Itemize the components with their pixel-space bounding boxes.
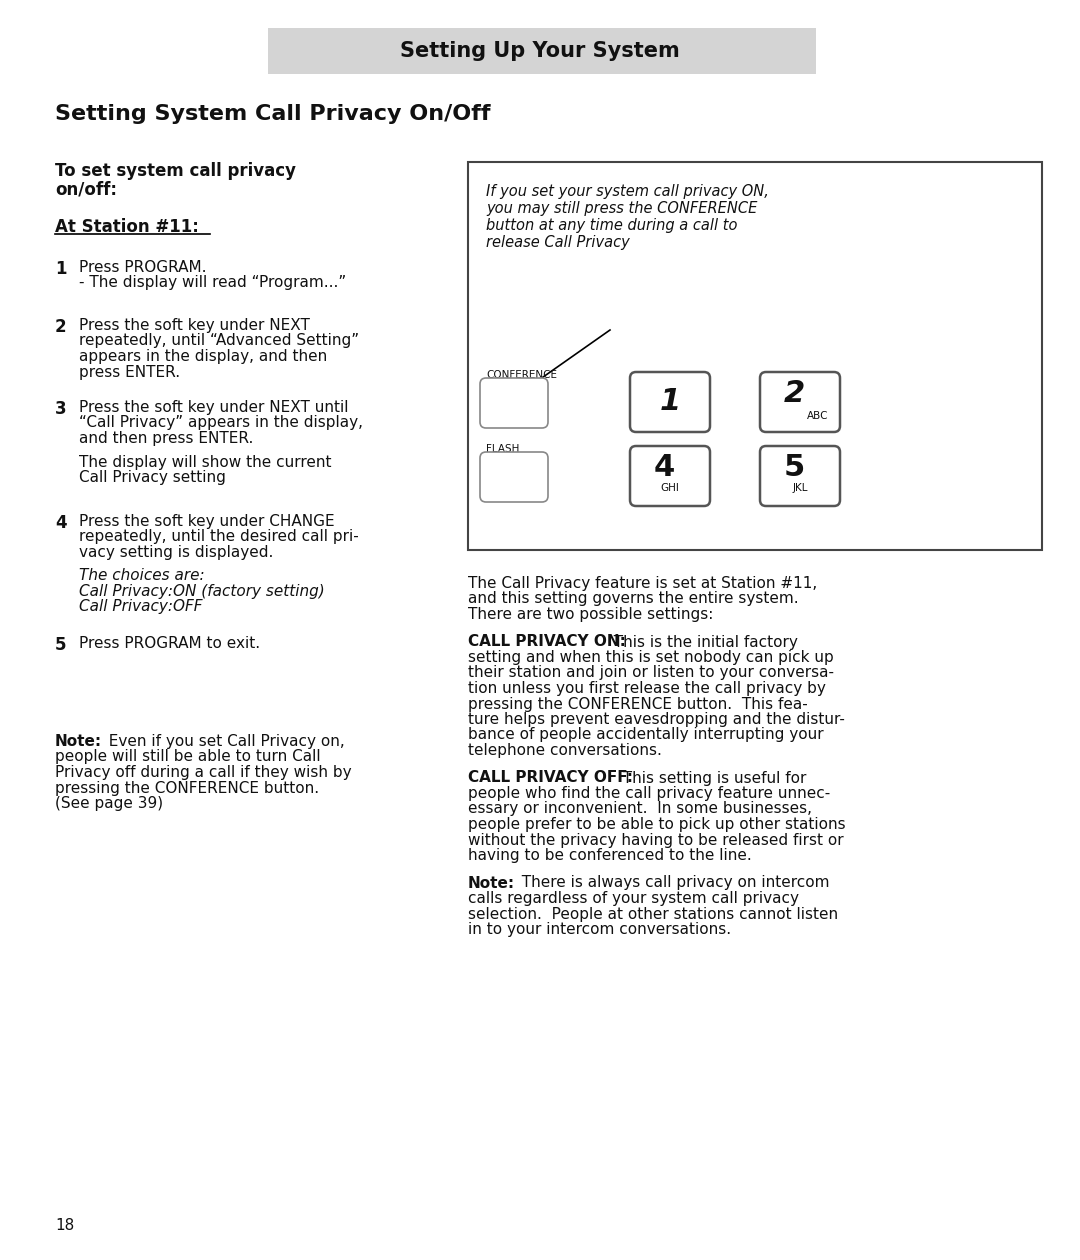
- Text: Press the soft key under NEXT until: Press the soft key under NEXT until: [79, 399, 349, 415]
- Text: and this setting governs the entire system.: and this setting governs the entire syst…: [468, 591, 798, 606]
- Text: 4: 4: [55, 514, 67, 532]
- Text: This setting is useful for: This setting is useful for: [613, 771, 807, 785]
- Text: There is always call privacy on intercom: There is always call privacy on intercom: [512, 876, 829, 891]
- Text: JKL: JKL: [793, 483, 808, 493]
- Text: 3: 3: [55, 399, 67, 418]
- Text: FLASH: FLASH: [486, 444, 519, 454]
- Text: At Station #11:: At Station #11:: [55, 218, 199, 236]
- Text: telephone conversations.: telephone conversations.: [468, 743, 662, 759]
- Text: bance of people accidentally interrupting your: bance of people accidentally interruptin…: [468, 727, 824, 742]
- Text: Call Privacy setting: Call Privacy setting: [79, 470, 226, 485]
- Text: repeatedly, until “Advanced Setting”: repeatedly, until “Advanced Setting”: [79, 334, 360, 349]
- Text: Press PROGRAM.: Press PROGRAM.: [79, 260, 206, 275]
- Text: Setting Up Your System: Setting Up Your System: [400, 42, 680, 60]
- Text: on/off:: on/off:: [55, 180, 117, 198]
- FancyBboxPatch shape: [480, 452, 548, 501]
- Text: Note:: Note:: [55, 735, 103, 748]
- Text: (See page 39): (See page 39): [55, 796, 163, 811]
- Text: release Call Privacy: release Call Privacy: [486, 236, 630, 249]
- Text: tion unless you first release the call privacy by: tion unless you first release the call p…: [468, 680, 826, 696]
- Text: without the privacy having to be released first or: without the privacy having to be release…: [468, 833, 843, 848]
- Bar: [468, 163, 1042, 551]
- Text: pressing the CONFERENCE button.  This fea-: pressing the CONFERENCE button. This fea…: [468, 697, 808, 712]
- Text: vacy setting is displayed.: vacy setting is displayed.: [79, 546, 273, 559]
- Text: having to be conferenced to the line.: having to be conferenced to the line.: [468, 848, 752, 863]
- Text: This is the initial factory: This is the initial factory: [604, 635, 798, 649]
- FancyBboxPatch shape: [630, 446, 710, 507]
- Text: people who find the call privacy feature unnec-: people who find the call privacy feature…: [468, 786, 831, 801]
- Text: - The display will read “Program...”: - The display will read “Program...”: [79, 276, 347, 291]
- Text: Setting System Call Privacy On/Off: Setting System Call Privacy On/Off: [55, 105, 490, 123]
- Text: Press the soft key under CHANGE: Press the soft key under CHANGE: [79, 514, 335, 529]
- Text: setting and when this is set nobody can pick up: setting and when this is set nobody can …: [468, 650, 834, 665]
- FancyBboxPatch shape: [760, 446, 840, 507]
- Text: selection.  People at other stations cannot listen: selection. People at other stations cann…: [468, 906, 838, 921]
- Text: CALL PRIVACY OFF:: CALL PRIVACY OFF:: [468, 771, 633, 785]
- Text: Call Privacy:OFF: Call Privacy:OFF: [79, 600, 203, 615]
- Text: The display will show the current: The display will show the current: [79, 455, 332, 470]
- Text: 5: 5: [783, 454, 805, 483]
- Text: 1: 1: [660, 388, 680, 417]
- Text: Privacy off during a call if they wish by: Privacy off during a call if they wish b…: [55, 765, 352, 780]
- Text: CALL PRIVACY ON:: CALL PRIVACY ON:: [468, 635, 626, 649]
- Text: in to your intercom conversations.: in to your intercom conversations.: [468, 922, 731, 937]
- Text: The choices are:: The choices are:: [79, 568, 204, 583]
- Bar: [268, 28, 816, 74]
- Text: 2: 2: [55, 318, 67, 336]
- Text: GHI: GHI: [661, 483, 679, 493]
- Text: There are two possible settings:: There are two possible settings:: [468, 607, 714, 622]
- Text: Press the soft key under NEXT: Press the soft key under NEXT: [79, 318, 310, 333]
- Text: pressing the CONFERENCE button.: pressing the CONFERENCE button.: [55, 780, 319, 795]
- Text: To set system call privacy: To set system call privacy: [55, 163, 296, 180]
- Text: their station and join or listen to your conversa-: their station and join or listen to your…: [468, 665, 834, 680]
- Text: repeatedly, until the desired call pri-: repeatedly, until the desired call pri-: [79, 529, 359, 544]
- Text: people prefer to be able to pick up other stations: people prefer to be able to pick up othe…: [468, 816, 846, 832]
- Text: Note:: Note:: [468, 876, 515, 891]
- Text: “Call Privacy” appears in the display,: “Call Privacy” appears in the display,: [79, 416, 363, 431]
- Text: calls regardless of your system call privacy: calls regardless of your system call pri…: [468, 891, 799, 906]
- Text: The Call Privacy feature is set at Station #11,: The Call Privacy feature is set at Stati…: [468, 576, 818, 591]
- FancyBboxPatch shape: [760, 372, 840, 432]
- Text: ture helps prevent eavesdropping and the distur-: ture helps prevent eavesdropping and the…: [468, 712, 845, 727]
- Text: CONFERENCE: CONFERENCE: [486, 370, 557, 381]
- Text: Even if you set Call Privacy on,: Even if you set Call Privacy on,: [99, 735, 345, 748]
- Text: 18: 18: [55, 1218, 75, 1234]
- FancyBboxPatch shape: [630, 372, 710, 432]
- Text: Press PROGRAM to exit.: Press PROGRAM to exit.: [79, 636, 260, 651]
- Text: 4: 4: [653, 454, 675, 483]
- Text: essary or inconvenient.  In some businesses,: essary or inconvenient. In some business…: [468, 801, 812, 816]
- Text: If you set your system call privacy ON,: If you set your system call privacy ON,: [486, 184, 769, 199]
- Text: button at any time during a call to: button at any time during a call to: [486, 218, 738, 233]
- Text: and then press ENTER.: and then press ENTER.: [79, 431, 254, 446]
- Text: 1: 1: [55, 260, 67, 278]
- FancyBboxPatch shape: [480, 378, 548, 428]
- Text: 2: 2: [783, 379, 805, 408]
- Text: appears in the display, and then: appears in the display, and then: [79, 349, 327, 364]
- Text: you may still press the CONFERENCE: you may still press the CONFERENCE: [486, 202, 757, 215]
- Text: Call Privacy:ON (factory setting): Call Privacy:ON (factory setting): [79, 583, 325, 598]
- Text: people will still be able to turn Call: people will still be able to turn Call: [55, 750, 321, 765]
- Text: press ENTER.: press ENTER.: [79, 364, 180, 379]
- Text: ABC: ABC: [807, 411, 828, 421]
- Text: 5: 5: [55, 636, 67, 654]
